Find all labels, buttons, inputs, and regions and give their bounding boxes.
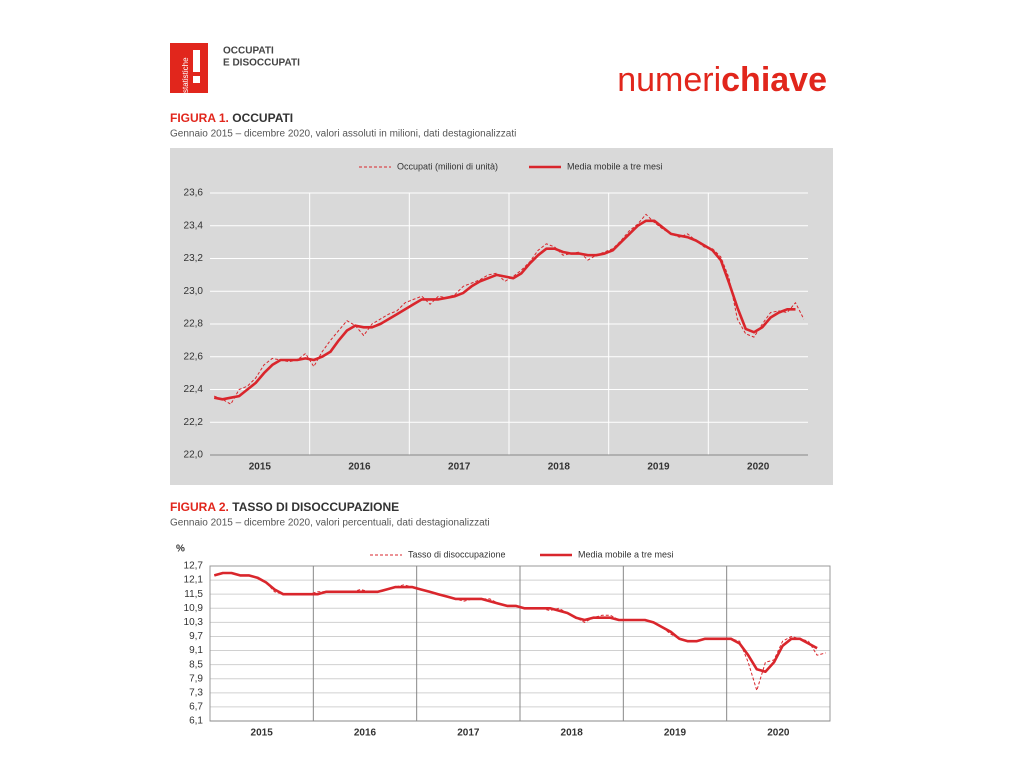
x-tick-label: 2019 — [647, 462, 670, 473]
y-tick-label: 11,5 — [184, 589, 203, 600]
y-tick-label: 23,4 — [184, 220, 204, 231]
figure-name: OCCUPATI — [232, 111, 293, 125]
x-tick-label: 2017 — [457, 728, 480, 739]
y-tick-label: 23,2 — [184, 253, 204, 264]
x-tick-label: 2015 — [251, 728, 274, 739]
y-tick-label: 6,1 — [189, 716, 203, 727]
series-line — [214, 213, 805, 405]
x-tick-label: 2015 — [249, 462, 272, 473]
x-tick-label: 2018 — [548, 462, 571, 473]
y-tick-label: 22,6 — [184, 351, 204, 362]
legend-label: Media mobile a tre mesi — [578, 549, 674, 559]
y-tick-label: 12,1 — [184, 575, 204, 586]
y-tick-label: 22,2 — [184, 417, 204, 428]
logo-mark — [193, 50, 200, 72]
y-tick-label: 22,8 — [184, 319, 204, 330]
x-tick-label: 2016 — [354, 728, 377, 739]
y-tick-label: 10,9 — [184, 603, 204, 614]
legend-label: Tasso di disoccupazione — [408, 549, 506, 559]
brand: numerichiave — [617, 61, 827, 99]
y-tick-label: 7,9 — [189, 673, 203, 684]
figure-label: FIGURA 2. — [170, 500, 229, 514]
figure-label: FIGURA 1. — [170, 111, 229, 125]
figure-title: FIGURA 1. OCCUPATI — [170, 111, 293, 125]
header-title: E DISOCCUPATI — [223, 58, 300, 69]
series-line — [213, 571, 818, 673]
y-tick-label: 10,3 — [184, 617, 204, 628]
brand-light: numeri — [617, 61, 721, 99]
x-tick-label: 2020 — [747, 462, 770, 473]
figure-name: TASSO DI DISOCCUPAZIONE — [232, 500, 399, 514]
y-tick-label: 9,7 — [189, 631, 203, 642]
x-tick-label: 2019 — [664, 728, 687, 739]
figure-subtitle: Gennaio 2015 – dicembre 2020, valori ass… — [170, 129, 516, 140]
x-tick-label: 2018 — [561, 728, 584, 739]
header-title: OCCUPATI — [223, 46, 274, 57]
y-tick-label: 23,0 — [184, 286, 204, 297]
y-unit: % — [176, 544, 185, 555]
legend-label: Media mobile a tre mesi — [567, 161, 663, 171]
x-tick-label: 2017 — [448, 462, 471, 473]
logo — [170, 43, 208, 93]
logo-mark — [193, 76, 200, 83]
figure-title: FIGURA 2. TASSO DI DISOCCUPAZIONE — [170, 500, 399, 514]
figure-subtitle: Gennaio 2015 – dicembre 2020, valori per… — [170, 518, 490, 529]
y-tick-label: 7,3 — [189, 687, 203, 698]
y-tick-label: 22,4 — [184, 384, 204, 395]
series-line — [213, 219, 796, 401]
legend-label: Occupati (milioni di unità) — [397, 161, 498, 171]
y-tick-label: 6,7 — [189, 702, 203, 713]
logo-text: statistiche — [181, 57, 190, 93]
x-tick-label: 2016 — [348, 462, 371, 473]
plot-background — [170, 148, 833, 485]
x-tick-label: 2020 — [767, 728, 790, 739]
y-tick-label: 8,5 — [189, 659, 203, 670]
brand-bold: chiave — [721, 61, 827, 99]
y-tick-label: 12,7 — [184, 561, 204, 572]
y-tick-label: 9,1 — [189, 645, 203, 656]
y-tick-label: 22,0 — [184, 450, 204, 461]
y-tick-label: 23,6 — [184, 188, 204, 199]
